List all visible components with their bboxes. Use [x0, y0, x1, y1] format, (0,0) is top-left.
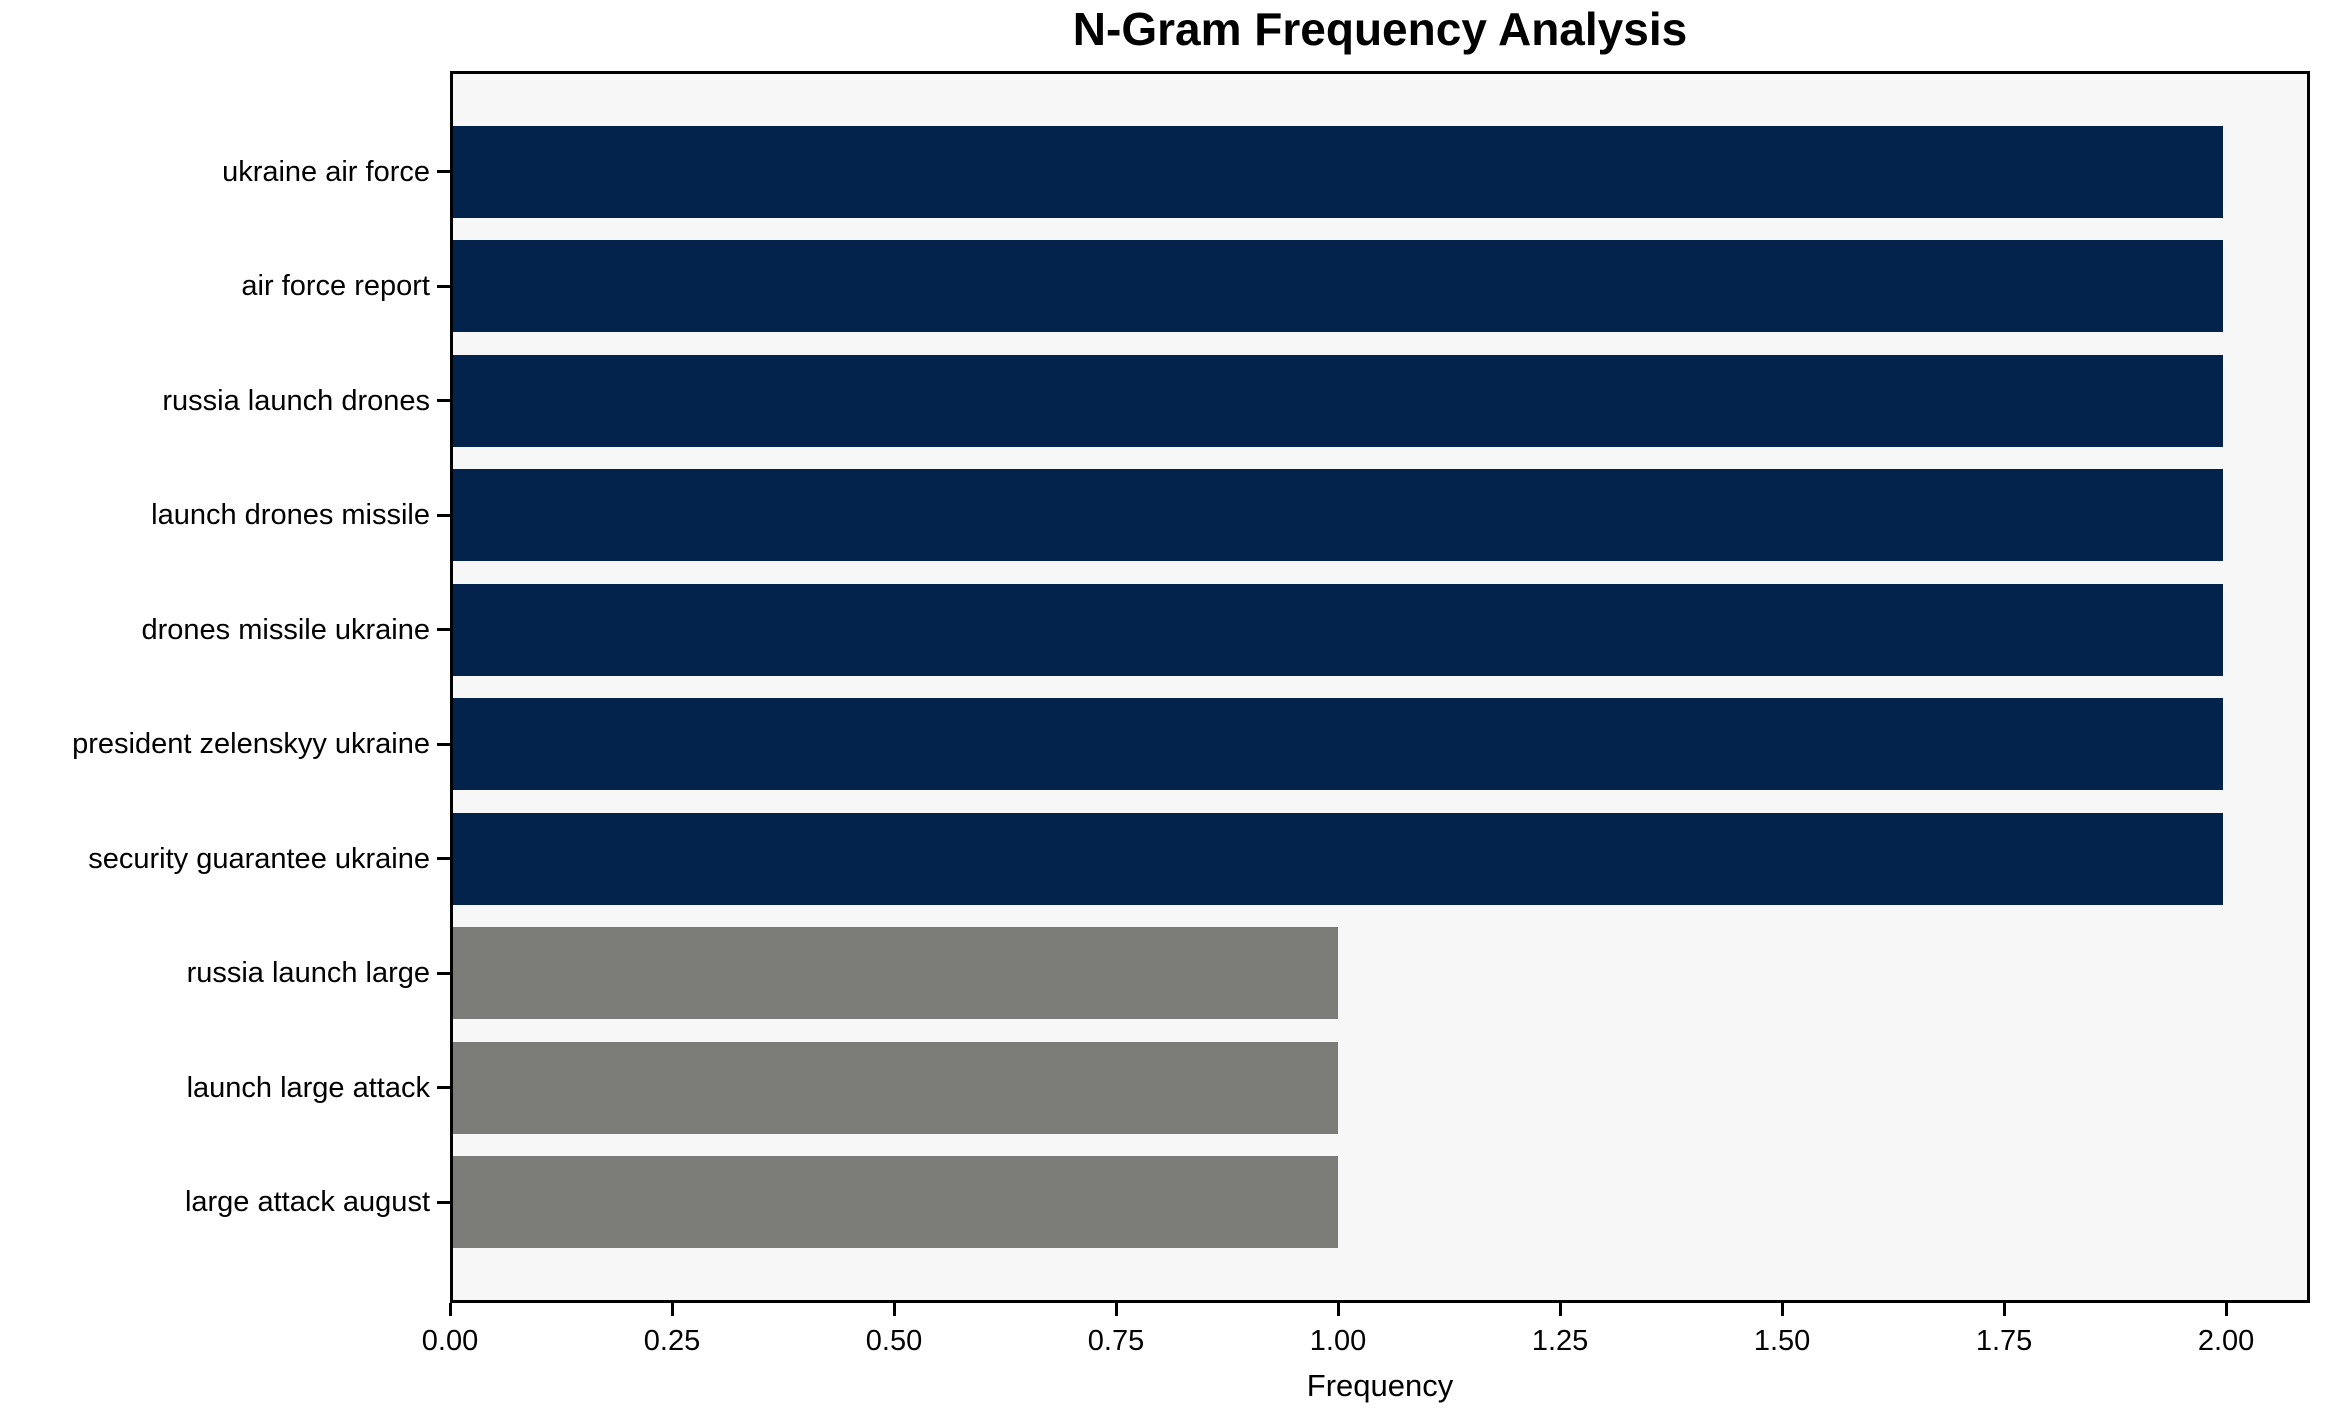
y-tick-mark — [437, 1200, 450, 1204]
x-tick-mark — [1558, 1303, 1562, 1316]
x-tick-label: 1.25 — [1531, 1325, 1589, 1357]
x-tick-mark — [2002, 1303, 2006, 1316]
x-tick-label: 2.00 — [2197, 1325, 2255, 1357]
x-tick-label: 0.75 — [1087, 1325, 1145, 1357]
bar-russia-launch-large — [453, 927, 1339, 1020]
x-tick-mark — [1336, 1303, 1340, 1316]
y-tick-label: russia launch drones — [162, 384, 430, 417]
y-tick-mark — [437, 628, 450, 632]
x-tick-label: 0.25 — [643, 1325, 701, 1357]
x-tick-mark — [1780, 1303, 1784, 1316]
y-tick-mark — [437, 971, 450, 975]
y-tick-label: russia launch large — [186, 957, 430, 990]
y-tick-label: security guarantee ukraine — [88, 842, 430, 875]
y-axis: ukraine air force air force report russia … — [0, 71, 450, 1303]
bar-launch-large-attack — [453, 1041, 1339, 1134]
x-tick-mark — [892, 1303, 896, 1316]
bar-air-force-report — [453, 240, 2224, 333]
x-axis: 0.00 0.25 0.50 0.75 1.00 1.25 1.50 1.75 2.00 — [422, 1303, 2310, 1413]
x-tick-mark — [670, 1303, 674, 1316]
chart-title: N-Gram Frequency Analysis — [1072, 3, 1688, 55]
bar-ukraine-air-force — [453, 125, 2224, 218]
y-tick-mark — [437, 742, 450, 746]
x-tick-label: 1.00 — [1309, 1325, 1367, 1357]
y-tick-mark — [437, 513, 450, 517]
y-tick-label: launch drones missile — [151, 499, 430, 532]
y-tick-mark — [437, 1086, 450, 1090]
x-tick-mark — [1114, 1303, 1118, 1316]
y-tick-label: launch large attack — [186, 1071, 430, 1104]
x-tick-label: 1.50 — [1753, 1325, 1811, 1357]
y-tick-label: drones missile ukraine — [141, 613, 430, 646]
y-tick-label: ukraine air force — [222, 155, 430, 188]
bar-drones-missile-ukraine — [453, 583, 2224, 676]
y-tick-label: air force report — [241, 270, 430, 303]
x-tick-label: 1.75 — [1975, 1325, 2033, 1357]
bar-security-guarantee-ukraine — [453, 812, 2224, 905]
x-tick-label: 0.00 — [421, 1325, 479, 1357]
x-tick-label: 0.50 — [865, 1325, 923, 1357]
plot-area — [450, 71, 2310, 1303]
y-tick-mark — [437, 170, 450, 174]
bar-president-zelenskyy-ukraine — [453, 698, 2224, 791]
x-axis-label: Frequency — [1306, 1368, 1454, 1403]
bar-russia-launch-drones — [453, 354, 2224, 447]
y-tick-mark — [437, 399, 450, 403]
bar-large-attack-august — [453, 1156, 1339, 1249]
x-tick-mark — [2224, 1303, 2228, 1316]
y-tick-label: large attack august — [184, 1186, 430, 1219]
x-tick-mark — [448, 1303, 452, 1316]
bar-launch-drones-missile — [453, 469, 2224, 562]
y-tick-label: president zelenskyy ukraine — [72, 728, 430, 761]
y-tick-mark — [437, 857, 450, 861]
y-tick-mark — [437, 284, 450, 288]
